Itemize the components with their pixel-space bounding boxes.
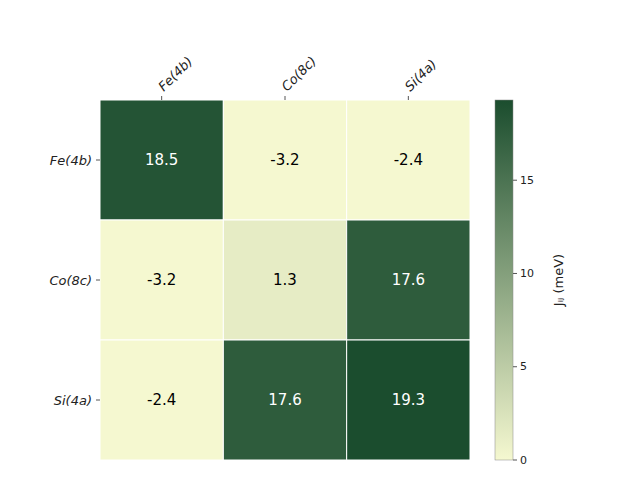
x-tick [285,96,286,100]
cell-labels: 18.5 -3.2 -2.4 -3.2 1.3 17.6 -2.4 17.6 19.3 [145,151,425,409]
heatmap-cell [100,220,223,340]
heatmap-cell [347,340,470,460]
heatmap-cell [223,220,346,340]
column-label: Si(4a) [402,56,440,94]
cell-label: 19.3 [392,391,425,409]
heatmap-cell [347,100,470,220]
heatmap-cell [223,340,346,460]
cell-label: 17.6 [268,391,301,409]
column-label: Fe(4b) [155,54,195,94]
axis-labels: Fe(4b) Fe(4b) Co(8c) Co(8c) Si(4a) Si(4a) [49,53,439,407]
colorbar-tick [513,273,517,274]
colorbar-tick-label: 10 [520,267,534,280]
colorbar-tick-label: 15 [520,174,534,187]
colorbar-tick [513,366,517,367]
cell-label: 17.6 [392,271,425,289]
row-label: Si(4a) [54,393,92,408]
cell-label: 18.5 [145,151,178,169]
heatmap-cell [347,220,470,340]
colorbar-label: Jᵢⱼ (meV) [551,254,566,307]
colorbar-tick-label: 0 [520,454,527,467]
x-tick [408,96,409,100]
row-label: Fe(4b) [50,153,92,168]
cell-label: -3.2 [270,151,299,169]
cell-label: -2.4 [394,151,423,169]
colorbar-tick-label: 5 [520,360,527,373]
x-tick [161,96,162,100]
cell-label: -3.2 [147,271,176,289]
heatmap-cell [223,100,346,220]
y-tick [96,160,100,161]
chart-svg: 18.5-3.2-2.4-3.21.317.6-2.417.619.3Fe(4b… [0,0,640,480]
cell-label: 1.3 [273,271,297,289]
y-tick [96,280,100,281]
colorbar-tick [513,460,517,461]
heatmap-cells [100,100,470,460]
heatmap-cell [100,340,223,460]
chart-container: 18.5-3.2-2.4-3.21.317.6-2.417.619.3Fe(4b… [0,0,640,480]
colorbar-scale [495,100,513,460]
colorbar: 0 5 10 15 Jᵢⱼ (meV) [495,100,566,467]
column-label: Co(8c) [279,53,320,94]
row-label: Co(8c) [49,273,92,288]
cell-label: -2.4 [147,391,176,409]
colorbar-tick [513,180,517,181]
y-tick [96,400,100,401]
heatmap-cell [100,100,223,220]
